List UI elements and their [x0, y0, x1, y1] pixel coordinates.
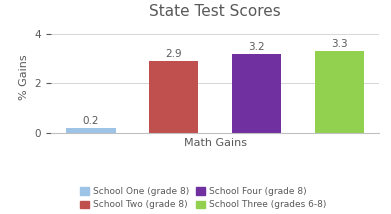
Legend: School One (grade 8), School Two (grade 8), School Four (grade 8), School Three : School One (grade 8), School Two (grade …: [80, 187, 326, 210]
Title: Increase in Math
State Test Scores: Increase in Math State Test Scores: [149, 0, 281, 19]
Y-axis label: % Gains: % Gains: [19, 54, 29, 100]
Bar: [149, 61, 199, 133]
Text: 3.3: 3.3: [331, 39, 348, 49]
Text: 3.2: 3.2: [248, 42, 265, 52]
Text: 2.9: 2.9: [165, 49, 182, 59]
X-axis label: Math Gains: Math Gains: [183, 138, 247, 148]
Text: 0.2: 0.2: [83, 116, 99, 126]
Bar: [231, 54, 282, 133]
Bar: [315, 51, 364, 133]
Bar: [66, 128, 115, 133]
